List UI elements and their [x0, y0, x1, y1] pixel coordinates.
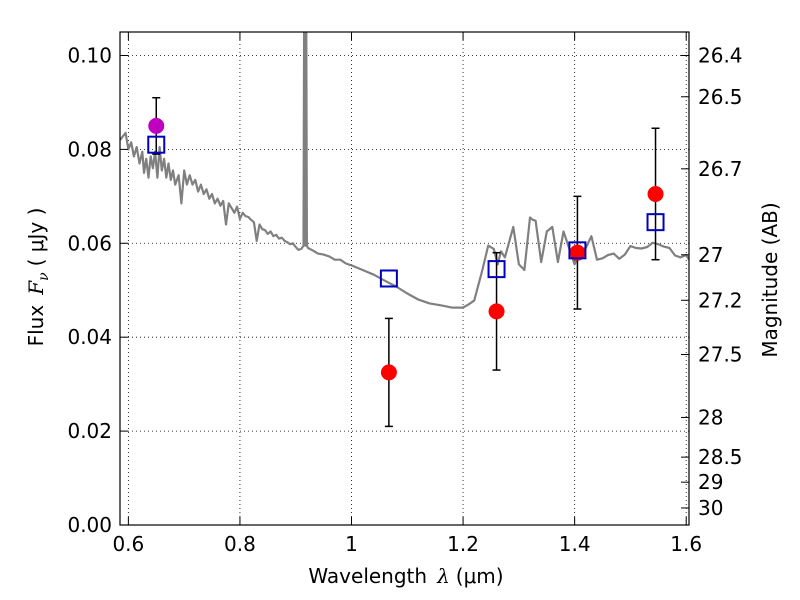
mag-tick-label: 27.2	[698, 288, 743, 312]
mag-tick-label: 30	[698, 496, 723, 520]
model-spectrum-line	[120, 32, 689, 309]
x-tick-label: 1.6	[670, 532, 702, 556]
y-tick-label: 0.02	[67, 419, 112, 443]
data-point-model	[568, 241, 587, 260]
mag-tick-label: 26.7	[698, 157, 743, 181]
y-tick-label: 0.10	[67, 43, 112, 67]
mag-tick-label: 28	[698, 405, 723, 429]
x-tick-label: 0.6	[112, 532, 144, 556]
y-axis-flux: 0.00 0.02 0.04 0.06 0.08 0.10	[67, 43, 128, 537]
data-point-model	[147, 135, 166, 154]
mag-tick-label: 28.5	[698, 445, 743, 469]
y-tick-label: 0.00	[67, 513, 112, 537]
plot-area	[120, 32, 689, 428]
data-point-model	[487, 260, 506, 279]
data-point-model	[379, 269, 398, 288]
data-point-observed	[488, 303, 505, 320]
data-point-observed	[380, 364, 397, 381]
data-point-observed-first	[148, 117, 165, 134]
x-tick-label: 1.4	[559, 532, 591, 556]
data-point-observed	[647, 185, 664, 202]
x-axis: 0.6 0.8 1 1.2 1.4 1.6	[112, 32, 702, 556]
mag-tick-label: 27.5	[698, 343, 743, 367]
mag-tick-label: 26.4	[698, 43, 743, 67]
y-axis-label: FluxFν( μJy )	[24, 208, 52, 347]
grid-lines	[120, 32, 689, 526]
y-tick-label: 0.06	[67, 231, 112, 255]
y2-axis-label: Magnitude (AB)	[758, 202, 782, 357]
x-tick-label: 1.2	[447, 532, 479, 556]
x-tick-label: 0.8	[224, 532, 256, 556]
y-tick-label: 0.08	[67, 137, 112, 161]
mag-tick-label: 26.5	[698, 85, 743, 109]
plot-frame	[119, 31, 690, 526]
x-tick-label: 1	[345, 532, 358, 556]
data-point-model	[646, 213, 665, 232]
mag-tick-label: 29	[698, 470, 723, 494]
y-tick-label: 0.04	[67, 325, 112, 349]
x-axis-label: Wavelength λ (μm)	[308, 564, 503, 588]
mag-tick-label: 27	[698, 243, 723, 267]
